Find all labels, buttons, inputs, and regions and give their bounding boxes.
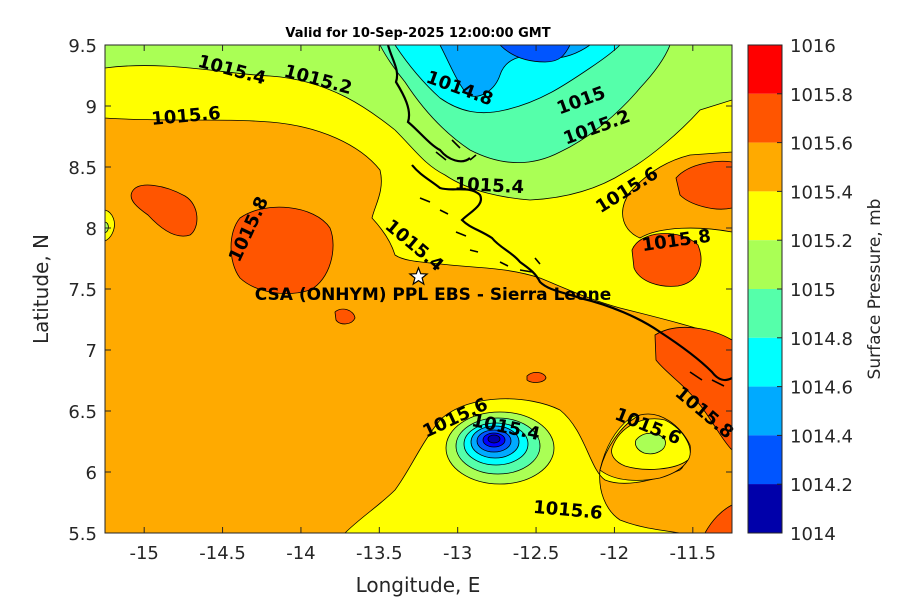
high-cell-central — [230, 206, 334, 294]
y-tick-label: 9.5 — [68, 36, 97, 57]
colorbar-swatch — [748, 337, 782, 387]
high-cell-small — [334, 308, 356, 325]
colorbar-swatch — [748, 484, 782, 533]
colorbar: 1016 1015.8 1015.6 1015.4 1015.2 1015 1014.8 10… — [747, 36, 853, 545]
colorbar-tick-label: 1014.6 — [790, 378, 853, 399]
x-tick-label: -11.5 — [670, 543, 717, 564]
y-tick-label: 7 — [86, 341, 97, 362]
x-axis-ticks: -15 -14.5 -14 -13.5 -13 -12.5 -12 -11.5 — [129, 45, 716, 564]
site-marker: CSA (ONHYM) PPL EBS - Sierra Leone — [255, 266, 612, 305]
colorbar-tick-label: 1015.6 — [790, 134, 853, 155]
field-patch-west — [105, 209, 115, 242]
colorbar-tick-label: 1014.4 — [790, 426, 853, 447]
x-axis-label: Longitude, E — [356, 573, 481, 597]
high-cell-south-corner — [704, 504, 732, 533]
low-cell-south — [445, 411, 555, 485]
colorbar-tick-label: 1015.2 — [790, 231, 853, 252]
y-tick-label: 7.5 — [68, 280, 97, 301]
x-tick-label: -14.5 — [199, 543, 246, 564]
x-tick-label: -12.5 — [513, 543, 560, 564]
coastline-islands — [419, 139, 725, 387]
colorbar-tick-label: 1015.8 — [790, 85, 853, 106]
field-patch-southeast-inner — [635, 432, 666, 455]
y-axis-ticks: 9.5 9 8.5 8 7.5 7 6.5 6 5.5 — [68, 36, 732, 545]
x-tick-label: -14 — [286, 543, 315, 564]
colorbar-label: Surface Pressure, mb — [865, 199, 885, 380]
colorbar-tick-label: 1014.2 — [790, 475, 853, 496]
colorbar-tick-label: 1015.4 — [790, 182, 853, 203]
x-tick-label: -13.5 — [356, 543, 403, 564]
field-band-1014-4 — [499, 45, 571, 63]
high-cell-tiny — [526, 372, 547, 383]
site-name-label: CSA (ONHYM) PPL EBS - Sierra Leone — [255, 285, 612, 305]
colorbar-swatch — [748, 191, 782, 241]
colorbar-swatch — [748, 45, 782, 94]
colorbar-tick-label: 1015 — [790, 280, 836, 301]
high-cell-east — [631, 233, 702, 287]
colorbar-swatch — [748, 435, 782, 485]
colorbar-swatch — [748, 386, 782, 436]
colorbar-tick-label: 1016 — [790, 36, 836, 57]
y-tick-label: 5.5 — [68, 524, 97, 545]
coastline — [386, 45, 732, 382]
high-cell-southeast — [654, 327, 732, 451]
y-tick-label: 6 — [86, 463, 97, 484]
colorbar-swatch — [748, 142, 782, 192]
high-cell-northeast — [675, 161, 732, 210]
x-tick-label: -15 — [129, 543, 158, 564]
colorbar-swatch — [748, 240, 782, 289]
contour-label: 1015.4 — [454, 174, 524, 199]
high-cell-west — [130, 184, 198, 237]
y-tick-label: 8 — [86, 219, 97, 240]
colorbar-swatch — [748, 289, 782, 338]
x-tick-label: -12 — [600, 543, 629, 564]
colorbar-tick-label: 1014 — [790, 524, 836, 545]
y-tick-label: 9 — [86, 97, 97, 118]
colorbar-tick-label: 1014.8 — [790, 329, 853, 350]
y-tick-label: 6.5 — [68, 402, 97, 423]
star-icon — [408, 266, 429, 286]
x-tick-label: -13 — [443, 543, 472, 564]
colorbar-swatch — [748, 93, 782, 143]
map-title: Valid for 10-Sep-2025 12:00:00 GMT — [285, 26, 550, 41]
y-axis-label: Latitude, N — [29, 234, 53, 344]
pressure-field — [105, 45, 732, 533]
y-tick-label: 8.5 — [68, 158, 97, 179]
